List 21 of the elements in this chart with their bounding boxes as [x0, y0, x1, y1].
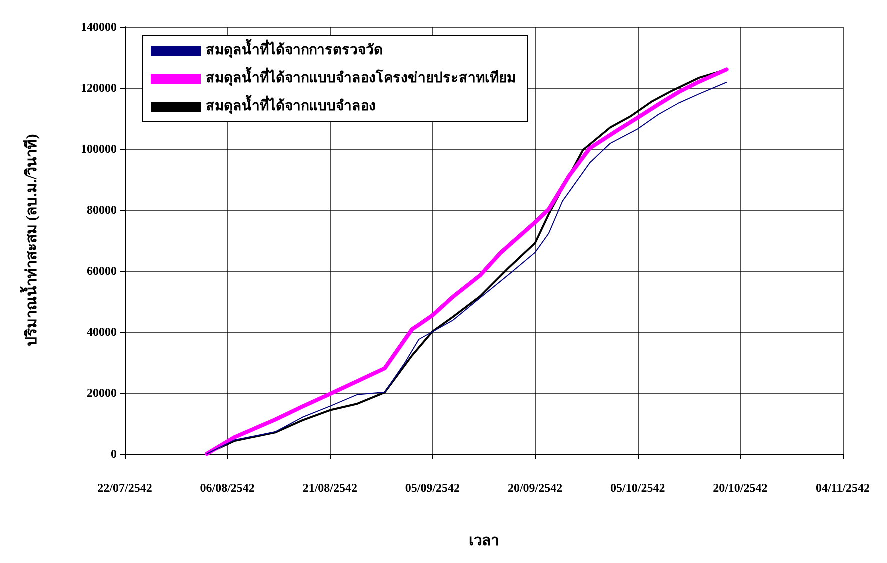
y-tick-label: 140000: [81, 20, 117, 34]
legend-label: สมดุลน้ำที่ได้จากการตรวจวัด: [206, 38, 383, 58]
x-tick-label: 06/08/2542: [200, 481, 255, 495]
y-tick-label: 40000: [87, 325, 117, 339]
legend-label: สมดุลน้ำที่ได้จากแบบจำลองโครงข่ายประสาทเทียม: [206, 66, 516, 86]
y-tick-label: 20000: [87, 386, 117, 400]
x-tick-label: 05/10/2542: [610, 481, 666, 495]
y-tick-label: 0: [111, 447, 117, 461]
y-tick-label: 80000: [87, 203, 117, 217]
y-tick-label: 100000: [81, 142, 117, 156]
x-tick-label: 21/08/2542: [302, 481, 358, 495]
x-tick-label: 05/09/2542: [405, 481, 460, 495]
y-tick-label: 60000: [87, 264, 117, 278]
x-tick-label: 22/07/2542: [98, 481, 152, 495]
y-axis-title: ปริมาณน้ำท่าสะสม (ลบ.ม./วินาที): [20, 134, 40, 347]
x-axis-title: เวลา: [469, 534, 499, 550]
x-tick-label: 20/10/2542: [713, 481, 768, 495]
y-tick-label: 120000: [81, 81, 117, 95]
legend-label: สมดุลน้ำที่ได้จากแบบจำลอง: [206, 94, 376, 114]
x-tick-label: 04/11/2542: [816, 481, 870, 495]
x-tick-label: 20/09/2542: [508, 481, 563, 495]
